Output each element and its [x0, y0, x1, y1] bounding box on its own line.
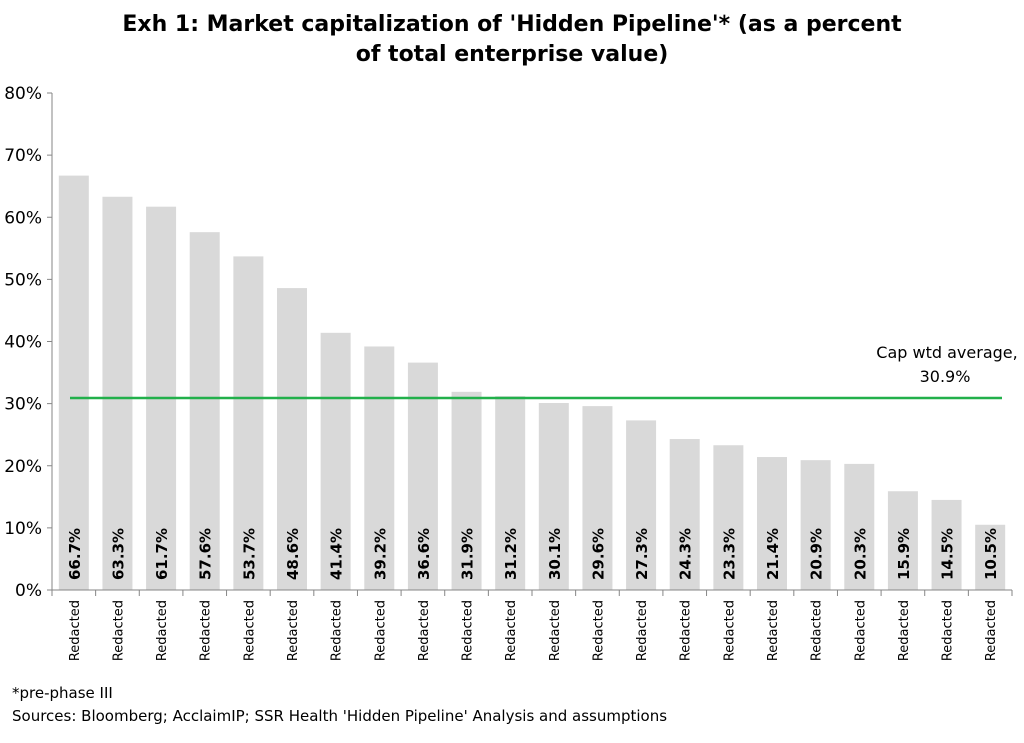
bar — [844, 463, 875, 590]
data-label: 20.9% — [808, 528, 826, 580]
y-tick-label: 50% — [4, 270, 42, 290]
x-category-label: Redacted — [373, 600, 388, 661]
bar — [277, 288, 307, 590]
bar — [669, 439, 700, 590]
bar — [189, 232, 220, 590]
x-category-label: Redacted — [853, 600, 868, 661]
x-category-label: Redacted — [810, 600, 825, 661]
x-category-label: Redacted — [111, 600, 126, 661]
bar — [931, 499, 962, 590]
bar — [102, 196, 133, 590]
chart-title-line2: of total enterprise value) — [355, 42, 669, 67]
y-tick-label: 80% — [4, 84, 42, 104]
x-category-label: Redacted — [766, 600, 781, 661]
x-category-label: Redacted — [504, 600, 519, 661]
x-category-label: Redacted — [635, 600, 650, 661]
x-category-label: Redacted — [242, 600, 257, 661]
data-label: 41.4% — [328, 528, 346, 580]
bar — [58, 175, 89, 590]
x-category-label: Redacted — [417, 600, 432, 661]
bar — [364, 346, 395, 590]
y-tick-label: 70% — [4, 146, 42, 166]
data-label: 30.1% — [546, 528, 564, 580]
data-label: 48.6% — [284, 528, 302, 580]
x-category-label: Redacted — [68, 600, 83, 661]
bar — [800, 460, 831, 590]
x-category-label: Redacted — [548, 600, 563, 661]
data-label: 57.6% — [197, 528, 215, 580]
data-label: 10.5% — [982, 528, 1000, 580]
bar — [495, 396, 526, 590]
x-category-label: Redacted — [941, 600, 956, 661]
bar — [538, 403, 569, 590]
x-category-label: Redacted — [286, 600, 301, 661]
x-category-label: Redacted — [722, 600, 737, 661]
data-label: 14.5% — [939, 528, 957, 580]
data-label: 53.7% — [240, 528, 258, 580]
bar — [626, 420, 657, 590]
y-tick-label: 20% — [4, 457, 42, 477]
y-tick-label: 40% — [4, 333, 42, 353]
chart-title-line1: Exh 1: Market capitalization of 'Hidden … — [122, 12, 902, 37]
x-category-label: Redacted — [155, 600, 170, 661]
chart-title: Exh 1: Market capitalization of 'Hidden … — [0, 10, 1024, 70]
bar — [233, 256, 264, 590]
data-label: 23.3% — [720, 528, 738, 580]
y-tick-label: 0% — [15, 581, 42, 601]
x-category-label: Redacted — [984, 600, 999, 661]
data-label: 61.7% — [153, 528, 171, 580]
y-tick-label: 30% — [4, 395, 42, 415]
y-tick-label: 60% — [4, 208, 42, 228]
data-label: 29.6% — [589, 528, 607, 580]
data-label: 36.6% — [415, 528, 433, 580]
data-label: 39.2% — [371, 528, 389, 580]
data-label: 20.3% — [851, 528, 869, 580]
x-category-label: Redacted — [591, 600, 606, 661]
data-label: 31.9% — [459, 528, 477, 580]
x-category-label: Redacted — [199, 600, 214, 661]
bar — [713, 445, 744, 590]
data-label: 66.7% — [66, 528, 84, 580]
data-label: 24.3% — [677, 528, 695, 580]
footnote-note: *pre-phase III — [12, 684, 113, 702]
data-label: 31.2% — [502, 528, 520, 580]
data-label: 15.9% — [895, 528, 913, 580]
bar — [887, 491, 918, 590]
data-label: 63.3% — [109, 528, 127, 580]
bar — [582, 406, 613, 590]
x-category-label: Redacted — [461, 600, 476, 661]
x-category-label: Redacted — [897, 600, 912, 661]
data-label: 21.4% — [764, 528, 782, 580]
bar — [320, 332, 351, 590]
average-label-line1: Cap wtd average, — [876, 343, 1017, 362]
bar — [451, 391, 482, 590]
footnote-sources: Sources: Bloomberg; AcclaimIP; SSR Healt… — [12, 707, 668, 725]
bar — [975, 524, 1006, 590]
y-tick-label: 10% — [4, 519, 42, 539]
data-label: 27.3% — [633, 528, 651, 580]
bar — [407, 362, 438, 590]
x-category-label: Redacted — [330, 600, 345, 661]
average-label-line2: 30.9% — [920, 367, 971, 386]
bar — [757, 457, 787, 590]
x-category-label: Redacted — [679, 600, 694, 661]
